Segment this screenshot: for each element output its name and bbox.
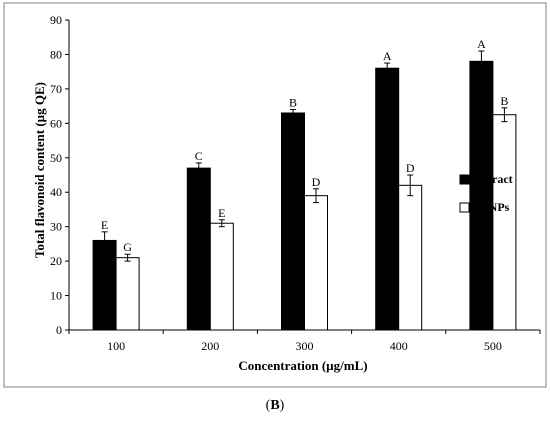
significance-letter: B — [289, 96, 297, 110]
y-axis-label: Total flavonoid content (µg QE) — [32, 82, 47, 258]
legend-label-extract: Extract — [474, 172, 513, 186]
significance-letter: C — [195, 149, 203, 163]
bar-agnps-200 — [209, 222, 234, 331]
legend-swatch-agnps — [459, 202, 470, 213]
y-tick-label: 50 — [50, 151, 62, 165]
x-tick-label: 200 — [201, 339, 219, 353]
bar-agnps-100 — [115, 257, 140, 331]
bar-extract-300 — [281, 112, 305, 331]
significance-letter: A — [477, 37, 486, 51]
significance-letter: A — [383, 49, 392, 63]
significance-letter: G — [123, 240, 132, 254]
y-tick-label: 10 — [50, 289, 62, 303]
x-tick-label: 500 — [484, 339, 502, 353]
y-tick-label: 30 — [50, 220, 62, 234]
x-axis-label: Concentration (µg/mL) — [238, 358, 367, 373]
x-tick-label: 100 — [107, 339, 125, 353]
bar-extract-100 — [92, 239, 117, 331]
bar-agnps-300 — [304, 195, 328, 331]
significance-letter: D — [312, 175, 321, 189]
significance-letter: D — [406, 161, 415, 175]
significance-letter: E — [101, 218, 108, 232]
chart-border — [3, 2, 547, 388]
x-tick-label: 400 — [390, 339, 408, 353]
bars: E G C E B D A D A B — [92, 37, 517, 331]
y-tick-label: 0 — [56, 323, 62, 337]
significance-letter: E — [218, 206, 225, 220]
legend-swatch-extract — [459, 174, 470, 185]
significance-letter: B — [500, 94, 508, 108]
x-tick-label: 300 — [296, 339, 314, 353]
bar-extract-400 — [375, 67, 400, 331]
bar-extract-200 — [186, 167, 211, 331]
bar-extract-500 — [469, 60, 494, 331]
y-tick-label: 70 — [50, 82, 62, 96]
y-tick-label: 60 — [50, 116, 62, 130]
y-tick-label: 80 — [50, 47, 62, 61]
y-tick-label: 40 — [50, 185, 62, 199]
y-tick-label: 20 — [50, 254, 62, 268]
panel-label: (B) — [265, 398, 285, 413]
y-tick-label: 90 — [50, 13, 62, 27]
legend: Extract AgNPs — [459, 172, 513, 214]
bar-agnps-500 — [492, 114, 517, 331]
legend-label-agnps: AgNPs — [474, 200, 510, 214]
bar-agnps-400 — [398, 184, 423, 331]
axes: 0 10 20 30 40 50 60 70 80 90 100 200 300 400 500 — [50, 13, 541, 353]
